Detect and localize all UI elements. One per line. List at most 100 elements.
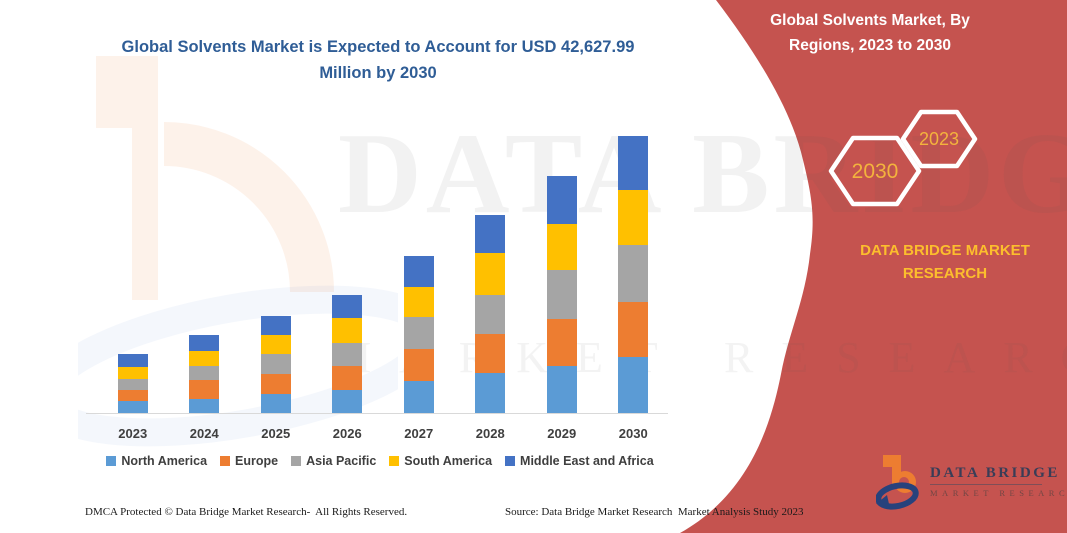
bar-column-2026 — [312, 295, 384, 413]
dbmr-logo: DATA BRIDGE MARKET RESEARCH — [876, 452, 1067, 510]
segment-middle-east-and-africa — [332, 295, 363, 318]
x-axis-labels: 2023 2024 2025 2026 2027 2028 2029 2030 — [97, 426, 669, 441]
legend-label: South America — [404, 454, 493, 468]
dbmr-logo-icon — [876, 455, 919, 510]
legend-swatch-icon — [389, 456, 400, 466]
segment-middle-east-and-africa — [475, 215, 506, 254]
dmca-notice: DMCA Protected © Data Bridge Market Rese… — [85, 506, 408, 518]
bar-column-2030 — [598, 136, 670, 413]
segment-north-america — [475, 372, 506, 413]
legend-label: Europe — [235, 454, 279, 468]
bar-2028 — [475, 215, 506, 413]
segment-north-america — [189, 398, 220, 413]
legend-item-asia-pacific: Asia Pacific — [291, 454, 376, 468]
dbmr-logo-text: DATA BRIDGE MARKET RESEARCH — [930, 465, 1067, 498]
segment-south-america — [117, 367, 148, 379]
segment-europe — [618, 301, 649, 357]
segment-north-america — [260, 393, 291, 413]
x-axis-label-2029: 2029 — [547, 426, 577, 441]
bar-2030 — [618, 136, 649, 413]
segment-middle-east-and-africa — [117, 353, 148, 368]
segment-north-america — [332, 390, 363, 413]
segment-south-america — [189, 351, 220, 367]
legend-item-north-america: North America — [106, 454, 207, 468]
bar-2023 — [117, 353, 148, 413]
legend-swatch-icon — [106, 456, 117, 466]
x-axis-label-2025: 2025 — [261, 426, 291, 441]
segment-europe — [546, 319, 577, 367]
segment-europe — [475, 333, 506, 373]
segment-asia-pacific — [403, 317, 434, 350]
bar-2025 — [260, 315, 291, 413]
dbmr-logo-watermark — [78, 56, 398, 447]
bar-column-2027 — [383, 255, 455, 413]
segment-middle-east-and-africa — [260, 315, 291, 335]
legend-swatch-icon — [291, 456, 302, 466]
segment-asia-pacific — [189, 366, 220, 381]
segment-south-america — [260, 334, 291, 355]
segment-europe — [332, 366, 363, 391]
bar-2029 — [546, 176, 577, 413]
brand-text: DATA BRIDGE MARKET RESEARCH — [812, 240, 1067, 285]
x-axis-label-2028: 2028 — [475, 426, 505, 441]
segment-europe — [117, 390, 148, 401]
hexagon-2023-label: 2023 — [919, 129, 959, 149]
legend-label: Middle East and Africa — [520, 454, 654, 468]
x-axis-line — [86, 413, 668, 414]
x-axis-label-2024: 2024 — [189, 426, 219, 441]
segment-south-america — [403, 286, 434, 318]
chart-title: Global Solvents Market is Expected to Ac… — [121, 38, 635, 83]
segment-middle-east-and-africa — [189, 335, 220, 352]
legend-item-middle-east-and-africa: Middle East and Africa — [505, 454, 654, 468]
bar-column-2024 — [169, 335, 241, 413]
dbmr-logo-rule — [930, 483, 1042, 485]
segment-north-america — [403, 380, 434, 413]
x-axis-label-2027: 2027 — [404, 426, 434, 441]
segment-middle-east-and-africa — [618, 136, 649, 191]
segment-europe — [403, 349, 434, 381]
segment-asia-pacific — [260, 354, 291, 374]
segment-south-america — [618, 190, 649, 246]
bar-column-2025 — [240, 315, 312, 413]
segment-europe — [260, 373, 291, 394]
x-axis-label-2030: 2030 — [618, 426, 648, 441]
hexagon-2030-label: 2030 — [852, 160, 899, 183]
hexagon-2030: 2030 — [828, 135, 922, 207]
segment-south-america — [332, 317, 363, 343]
legend-label: Asia Pacific — [306, 454, 377, 468]
legend-swatch-icon — [220, 456, 231, 466]
segment-asia-pacific — [117, 378, 148, 391]
bar-2026 — [332, 295, 363, 413]
bar-column-2029 — [526, 176, 598, 413]
bar-2024 — [189, 335, 220, 413]
legend-label: North America — [121, 454, 208, 468]
segment-asia-pacific — [475, 294, 506, 334]
segment-south-america — [475, 253, 506, 295]
segment-middle-east-and-africa — [403, 255, 434, 287]
segment-middle-east-and-africa — [546, 176, 577, 224]
segment-europe — [189, 380, 220, 399]
x-axis-label-2026: 2026 — [332, 426, 362, 441]
segment-north-america — [117, 401, 148, 413]
bar-column-2028 — [455, 215, 527, 413]
source-note: Source: Data Bridge Market Research Mark… — [505, 506, 804, 518]
banner-title: Global Solvents Market, By Regions, 2023… — [770, 12, 970, 54]
segment-north-america — [618, 357, 649, 413]
segment-south-america — [546, 223, 577, 271]
year-hexagons: 2030 2023 — [828, 109, 978, 207]
dbmr-logo-subtitle: MARKET RESEARCH — [930, 487, 1067, 498]
segment-asia-pacific — [618, 245, 649, 302]
stacked-bar-chart — [97, 123, 669, 413]
hexagon-2023: 2023 — [900, 109, 978, 169]
brand-text-line2: RESEARCH — [902, 264, 988, 282]
bar-2027 — [403, 255, 434, 413]
legend-item-europe: Europe — [220, 454, 278, 468]
segment-north-america — [546, 366, 577, 413]
x-axis-label-2023: 2023 — [118, 426, 148, 441]
segment-asia-pacific — [332, 342, 363, 367]
chart-legend: North America Europe Asia Pacific South Ame… — [80, 454, 680, 468]
legend-item-south-america: South America — [389, 454, 492, 468]
legend-swatch-icon — [505, 456, 516, 466]
segment-asia-pacific — [546, 270, 577, 320]
